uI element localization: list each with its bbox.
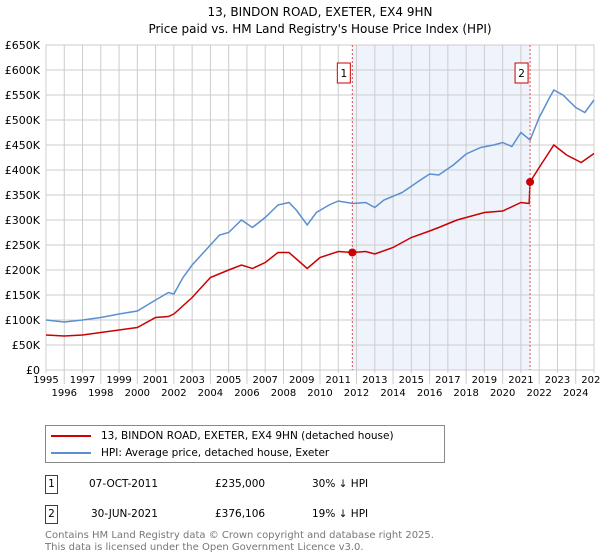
x-tick-label: 1996: [52, 388, 77, 399]
y-tick-label: £200K: [5, 264, 41, 277]
x-tick-label: 2000: [125, 388, 150, 399]
sale-marker-label: 2: [45, 505, 58, 524]
x-tick-label: 2009: [289, 375, 314, 386]
sale-hpi-diff: 30% ↓ HPI: [312, 478, 369, 490]
x-tick-label: 1997: [70, 375, 95, 386]
legend-swatch-red: [51, 435, 91, 437]
x-tick-label: 2003: [179, 375, 204, 386]
x-tick-label: 2011: [326, 375, 351, 386]
chart-title: 13, BINDON ROAD, EXETER, EX4 9HN: [208, 5, 433, 19]
x-tick-label: 2021: [508, 375, 533, 386]
y-tick-label: £600K: [5, 64, 41, 77]
x-tick-label: 2014: [380, 388, 405, 399]
legend-swatch-blue: [51, 452, 91, 454]
footer-line-2: This data is licensed under the Open Gov…: [45, 542, 364, 553]
x-tick-label: 2016: [417, 388, 442, 399]
sale-date: 30-JUN-2021: [91, 508, 158, 520]
chart-subtitle: Price paid vs. HM Land Registry's House …: [148, 22, 491, 36]
x-tick-label: 2017: [435, 375, 460, 386]
sale-row-1: 1 07-OCT-2011 £235,000 30% ↓ HPI: [45, 475, 465, 495]
y-tick-label: £500K: [5, 114, 41, 127]
y-tick-label: £50K: [12, 339, 41, 352]
sale-marker-label: 1: [45, 475, 58, 494]
legend-label: HPI: Average price, detached house, Exet…: [101, 447, 330, 459]
y-tick-label: £250K: [5, 239, 41, 252]
x-tick-label: 2010: [307, 388, 332, 399]
hpi-line: [45, 88, 595, 323]
x-tick-label: 2025: [581, 375, 600, 386]
price-chart: 13, BINDON ROAD, EXETER, EX4 9HN Price p…: [5, 5, 600, 399]
shaded-period: [352, 45, 531, 370]
x-tick-label: 2020: [490, 388, 515, 399]
y-tick-label: £0: [26, 364, 40, 377]
sale-marker-label: 2: [518, 68, 525, 80]
x-tick-label: 1995: [33, 375, 58, 386]
y-tick-label: £350K: [5, 189, 41, 202]
x-tick-label: 2001: [143, 375, 168, 386]
y-tick-label: £550K: [5, 89, 41, 102]
x-tick-label: 2012: [344, 388, 369, 399]
sale-marker-label: 1: [340, 68, 347, 80]
sale-point: [348, 248, 357, 257]
x-tick-label: 2004: [198, 388, 223, 399]
legend-label: 13, BINDON ROAD, EXETER, EX4 9HN (detach…: [101, 430, 394, 442]
y-tick-label: £150K: [5, 289, 41, 302]
y-tick-label: £400K: [5, 164, 41, 177]
x-tick-label: 2019: [472, 375, 497, 386]
footer: Contains HM Land Registry data © Crown c…: [45, 530, 434, 554]
x-tick-label: 2022: [526, 388, 551, 399]
x-tick-label: 2018: [453, 388, 478, 399]
x-tick-label: 2002: [161, 388, 186, 399]
sale-point: [526, 177, 535, 186]
sale-marker-box: [336, 62, 351, 84]
x-tick-label: 2023: [545, 375, 570, 386]
y-tick-label: £300K: [5, 214, 41, 227]
legend-item-hpi: HPI: Average price, detached house, Exet…: [46, 445, 329, 461]
x-tick-label: 2013: [362, 375, 387, 386]
y-tick-label: £650K: [5, 39, 41, 52]
x-tick-label: 2008: [271, 388, 296, 399]
sale-hpi-diff: 19% ↓ HPI: [312, 508, 369, 520]
y-tick-label: £450K: [5, 139, 41, 152]
x-tick-label: 1998: [88, 388, 113, 399]
x-tick-label: 1999: [106, 375, 131, 386]
sale-marker-box: [514, 62, 529, 84]
x-tick-label: 2006: [234, 388, 259, 399]
footer-line-1: Contains HM Land Registry data © Crown c…: [45, 530, 434, 541]
legend: 13, BINDON ROAD, EXETER, EX4 9HN (detach…: [45, 425, 445, 463]
legend-item-property: 13, BINDON ROAD, EXETER, EX4 9HN (detach…: [46, 428, 394, 444]
property-price-line: [45, 143, 595, 337]
sale-price: £235,000: [215, 478, 266, 490]
x-tick-label: 2015: [399, 375, 424, 386]
y-tick-label: £100K: [5, 314, 41, 327]
sale-price: £376,106: [215, 508, 266, 520]
x-tick-label: 2024: [563, 388, 588, 399]
sale-row-2: 2 30-JUN-2021 £376,106 19% ↓ HPI: [45, 505, 465, 525]
sale-date: 07-OCT-2011: [89, 478, 158, 490]
x-tick-label: 2007: [252, 375, 277, 386]
x-tick-label: 2005: [216, 375, 241, 386]
